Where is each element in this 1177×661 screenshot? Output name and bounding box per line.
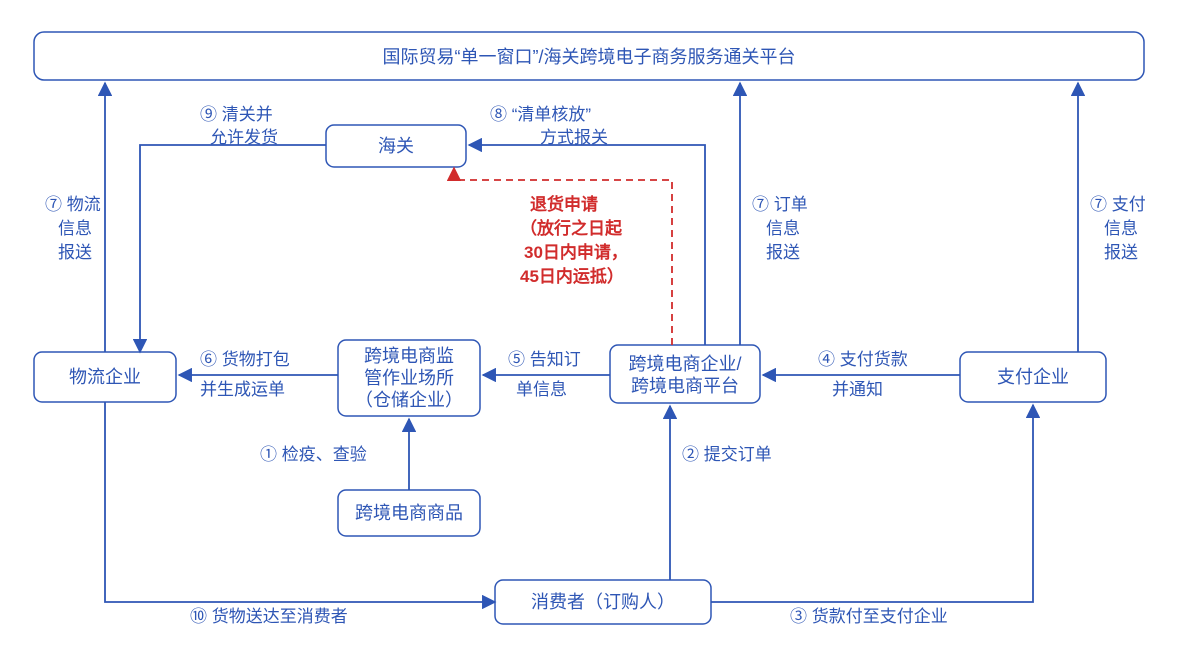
- svg-text:跨境电商企业/: 跨境电商企业/: [628, 354, 741, 374]
- label-7oc: 报送: [766, 243, 800, 262]
- label-2: ② 提交订单: [682, 445, 772, 464]
- label-9b: 允许发货: [210, 128, 278, 147]
- node-ecom: 跨境电商企业/ 跨境电商平台: [610, 345, 760, 403]
- label-8b: 方式报关: [540, 128, 608, 147]
- label-7pa: ⑦ 支付: [1090, 195, 1146, 214]
- label-return-a: 退货申请: [530, 194, 598, 214]
- svg-text:物流企业: 物流企业: [69, 367, 141, 387]
- edge-9: [140, 145, 326, 352]
- svg-text:管作业场所: 管作业场所: [364, 368, 454, 388]
- node-consumer: 消费者（订购人）: [495, 580, 711, 624]
- label-5b: 单信息: [516, 380, 567, 399]
- label-7oa: ⑦ 订单: [752, 195, 808, 214]
- edge-3: [711, 405, 1033, 602]
- label-7lc: 报送: [58, 243, 92, 262]
- node-pay: 支付企业: [960, 352, 1106, 402]
- svg-text:（仓储企业）: （仓储企业）: [355, 390, 463, 410]
- label-return-c: 30日内申请，: [524, 242, 628, 262]
- label-5a: ⑤ 告知订: [508, 350, 581, 369]
- label-1: ① 检疫、查验: [260, 445, 367, 464]
- node-customs: 海关: [326, 125, 466, 167]
- label-return-b: （放行之日起: [520, 218, 623, 238]
- label-7pb: 信息: [1104, 219, 1138, 238]
- node-warehouse: 跨境电商监 管作业场所 （仓储企业）: [338, 340, 480, 416]
- node-logistics: 物流企业: [34, 352, 176, 402]
- label-7la: ⑦ 物流: [45, 195, 101, 214]
- label-7pc: 报送: [1104, 243, 1138, 262]
- label-8a: ⑧ “清单核放”: [490, 105, 591, 124]
- svg-text:海关: 海关: [378, 136, 414, 156]
- svg-text:跨境电商平台: 跨境电商平台: [631, 376, 739, 396]
- label-6a: ⑥ 货物打包: [200, 350, 290, 369]
- label-return-d: 45日内运抵）: [520, 266, 624, 286]
- label-7lb: 信息: [58, 219, 92, 238]
- label-7ob: 信息: [766, 219, 800, 238]
- svg-text:支付企业: 支付企业: [997, 367, 1069, 387]
- label-4b: 并通知: [832, 380, 883, 399]
- svg-text:消费者（订购人）: 消费者（订购人）: [531, 592, 675, 612]
- label-6b: 并生成运单: [200, 380, 285, 399]
- svg-text:跨境电商监: 跨境电商监: [364, 346, 454, 366]
- label-3: ③ 货款付至支付企业: [790, 607, 948, 626]
- label-10: ⑩ 货物送达至消费者: [190, 607, 348, 626]
- node-platform: 国际贸易“单一窗口”/海关跨境电子商务服务通关平台: [34, 32, 1144, 80]
- node-goods: 跨境电商商品: [338, 490, 480, 536]
- label-4a: ④ 支付货款: [818, 350, 908, 369]
- svg-text:国际贸易“单一窗口”/海关跨境电子商务服务通关平台: 国际贸易“单一窗口”/海关跨境电子商务服务通关平台: [383, 47, 796, 67]
- label-9a: ⑨ 清关并: [200, 105, 273, 124]
- svg-text:跨境电商商品: 跨境电商商品: [355, 503, 463, 523]
